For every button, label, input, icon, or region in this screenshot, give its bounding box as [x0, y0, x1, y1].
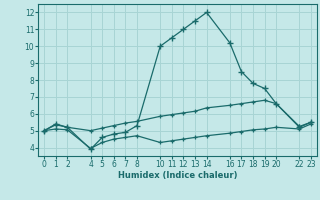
X-axis label: Humidex (Indice chaleur): Humidex (Indice chaleur) — [118, 171, 237, 180]
